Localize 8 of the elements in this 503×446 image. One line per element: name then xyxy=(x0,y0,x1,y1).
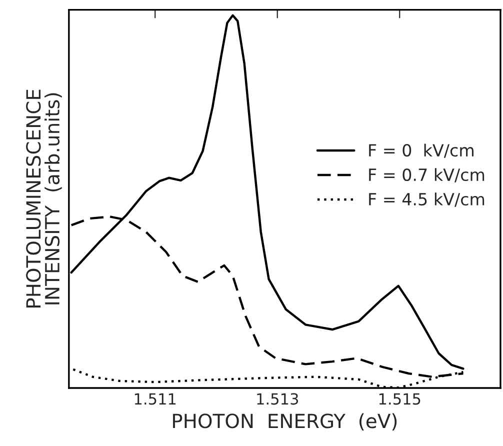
y-axis-title: PHOTOLUMINESCENCE INTENSITY (arb.units) xyxy=(26,90,62,308)
x-tick-label: 1.513 xyxy=(257,393,298,405)
x-tick-label: 1.511 xyxy=(134,393,176,405)
legend-label: F = 4.5 kV/cm xyxy=(369,192,484,207)
legend-label: F = 0 kV/cm xyxy=(369,144,474,158)
x-axis-title: PHOTON ENERGY (eV) xyxy=(173,413,397,431)
legend-label: F = 0.7 kV/cm xyxy=(369,168,484,182)
x-tick-label: 1.515 xyxy=(379,393,420,405)
